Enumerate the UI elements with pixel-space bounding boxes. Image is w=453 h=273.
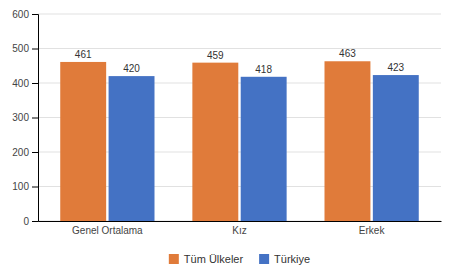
bar (109, 76, 155, 221)
y-tick-label: 0 (23, 216, 29, 227)
y-tick-label: 300 (12, 112, 29, 123)
y-tick-mark (32, 118, 38, 119)
data-label: 418 (255, 64, 272, 75)
legend-label: Türkiye (274, 253, 310, 265)
y-tick-label: 500 (12, 43, 29, 54)
x-tick-label: Kız (232, 225, 246, 236)
chart-container: 0 100 200 300 400 500 600 Genel Ortalama Kız Erke… (0, 0, 453, 273)
y-axis-line (32, 15, 39, 222)
data-labels: 461 459 463 420 418 423 (75, 48, 405, 75)
legend-item: Türkiye (259, 253, 310, 265)
y-tick: 300 (12, 112, 38, 123)
y-tick-mark (32, 221, 38, 222)
data-label: 463 (339, 48, 356, 59)
x-tick-label: Genel Ortalama (72, 225, 143, 236)
y-tick-mark (32, 187, 38, 188)
y-tick-mark (32, 152, 38, 153)
y-tick-label: 100 (12, 181, 29, 192)
bars (60, 61, 419, 221)
y-tick: 0 (23, 216, 38, 227)
x-tick: Erkek (359, 221, 386, 236)
legend-item: Tüm Ülkeler (169, 253, 244, 265)
legend-label: Tüm Ülkeler (184, 253, 244, 265)
legend: Tüm Ülkeler Türkiye (169, 253, 310, 265)
x-tick: Kız (232, 221, 246, 236)
legend-swatch (259, 254, 269, 264)
y-tick-mark (32, 14, 38, 15)
y-tick-mark (32, 49, 38, 50)
y-tick-label: 200 (12, 147, 29, 158)
y-tick: 600 (12, 9, 38, 20)
y-axis: 0 100 200 300 400 500 600 (12, 9, 38, 227)
bar-series (109, 75, 419, 221)
y-tick-label: 400 (12, 78, 29, 89)
bar (60, 62, 106, 221)
y-tick: 400 (12, 78, 38, 89)
y-tick: 200 (12, 147, 38, 158)
bar (373, 75, 419, 221)
bar (241, 77, 287, 221)
bar (192, 63, 238, 221)
y-tick-mark (32, 83, 38, 84)
legend-swatch (169, 254, 179, 264)
grid (38, 14, 441, 221)
bar (324, 61, 370, 221)
grid-line (38, 14, 441, 15)
data-label: 461 (75, 49, 92, 60)
y-tick-label: 600 (12, 9, 29, 20)
x-axis-line (39, 221, 442, 222)
bar-series (60, 61, 370, 221)
y-tick: 500 (12, 43, 38, 54)
y-tick: 100 (12, 181, 38, 192)
grid-line (38, 48, 441, 49)
x-axis: Genel Ortalama Kız Erkek (39, 221, 442, 236)
data-label: 423 (387, 62, 404, 73)
data-label: 459 (207, 50, 224, 61)
data-label: 420 (123, 63, 140, 74)
x-tick-label: Erkek (359, 225, 386, 236)
x-tick: Genel Ortalama (72, 221, 143, 236)
chart-svg: 0 100 200 300 400 500 600 Genel Ortalama Kız Erke… (0, 0, 453, 273)
